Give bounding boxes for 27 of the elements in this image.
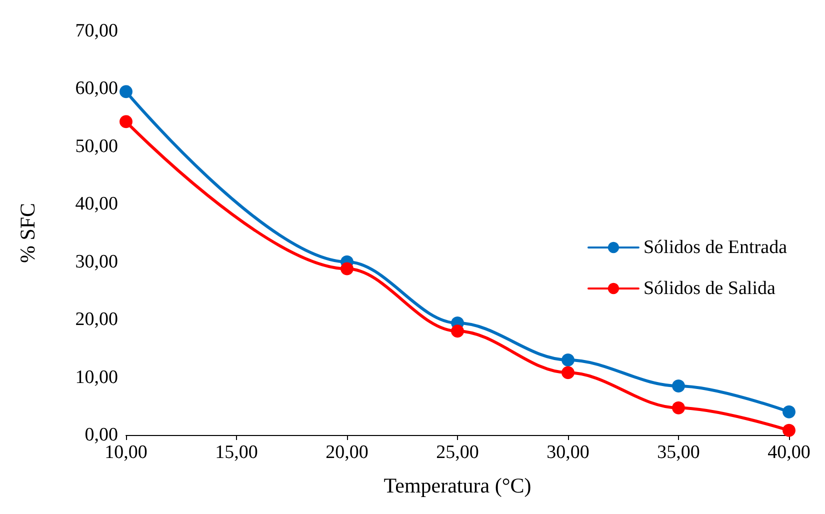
x-tick-label: 30,00: [546, 442, 590, 463]
y-tick-label: 40,00: [75, 194, 118, 215]
x-tick-label: 35,00: [657, 442, 700, 463]
x-tick-label: 20,00: [326, 442, 368, 463]
point: [562, 353, 574, 366]
legend-label: Sólidos de Salida: [643, 278, 776, 299]
point: [451, 324, 464, 338]
y-tick-label: 20,00: [75, 309, 118, 330]
point: [782, 405, 796, 418]
y-axis-title: % SFC: [16, 202, 40, 264]
point: [562, 366, 574, 380]
point: [120, 115, 132, 128]
legend-label: Sólidos de Entrada: [643, 237, 788, 258]
point: [340, 262, 354, 276]
point: [120, 85, 132, 98]
x-tick-label: 15,00: [215, 442, 258, 463]
y-tick-label: 70,00: [75, 20, 118, 42]
point: [672, 401, 685, 414]
point: [672, 379, 685, 392]
y-tick-label: 60,00: [75, 78, 118, 100]
y-tick-label: 50,00: [75, 136, 118, 157]
y-tick-label: 30,00: [75, 251, 118, 272]
x-axis-title: Temperatura (°C): [384, 474, 532, 498]
y-tick-label: 10,00: [75, 366, 118, 388]
x-tick-label: 25,00: [436, 442, 479, 463]
point: [782, 424, 796, 437]
x-tick-label: 40,00: [768, 442, 810, 463]
